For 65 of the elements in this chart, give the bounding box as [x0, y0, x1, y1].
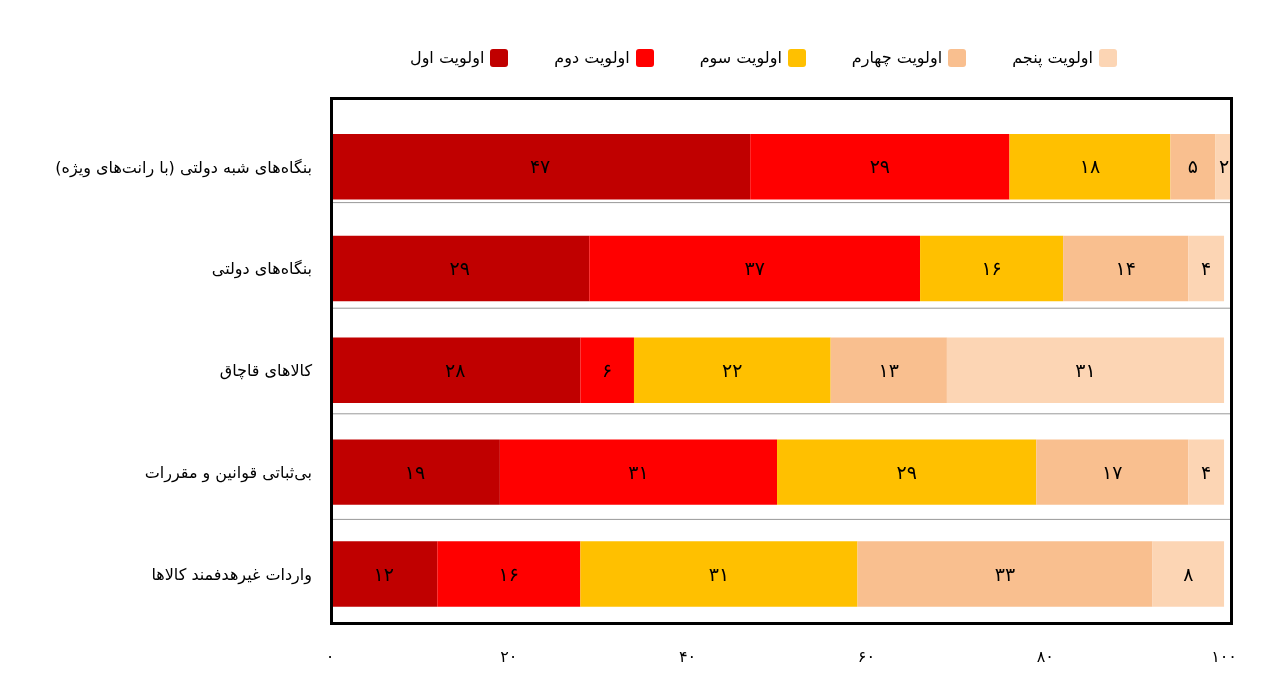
bar	[857, 541, 1153, 607]
data-label: ۱۶	[981, 257, 1002, 280]
y-tick-label: کالاهای قاچاق	[219, 361, 313, 381]
bar	[589, 235, 921, 302]
bar	[633, 337, 831, 404]
y-tick-label: واردات غیرهدفمند کالاها	[151, 564, 312, 585]
data-label: ۴۷	[529, 155, 551, 178]
data-label: ۳۱	[628, 460, 649, 483]
y-tick-label: بی‌ثباتی قوانین و مقررات	[144, 462, 312, 483]
bar	[1063, 235, 1189, 302]
bar	[437, 541, 581, 607]
data-label: ۳۳	[994, 562, 1016, 585]
x-tick-label: ۲۰	[500, 647, 518, 667]
x-tick-label: ۰	[325, 647, 335, 667]
data-label: ۱۴	[1115, 257, 1136, 280]
data-label: ۲۲	[722, 359, 743, 382]
bar	[1152, 541, 1225, 607]
bar	[830, 337, 947, 404]
data-label: ۱۸	[1079, 155, 1101, 178]
x-tick-label: ۶۰	[857, 647, 876, 667]
bar	[1036, 439, 1189, 505]
x-tick-label: ۸۰	[1036, 647, 1054, 667]
legend-label: اولویت پنجم	[1012, 48, 1093, 67]
data-label: ۴	[1201, 460, 1212, 483]
bar	[499, 439, 778, 505]
data-label: ۲۹	[896, 460, 917, 483]
bar	[580, 337, 634, 404]
data-label: ۱۷	[1102, 460, 1123, 483]
bar	[330, 541, 438, 607]
bar	[330, 235, 590, 302]
data-label: ۳۱	[708, 562, 730, 585]
bar	[330, 439, 500, 505]
bar	[777, 439, 1037, 505]
bar	[750, 134, 1010, 200]
data-label: ۲	[1218, 155, 1230, 178]
data-label: ۳۱	[1075, 359, 1096, 382]
data-label: ۴	[1201, 257, 1212, 280]
data-label: ۲۹	[449, 257, 470, 280]
data-label: ۶	[602, 359, 613, 382]
data-label: ۲۹	[869, 155, 891, 178]
x-tick-label: ۱۰۰	[1211, 647, 1237, 667]
x-tick-label: ۴۰	[679, 647, 697, 667]
data-label: ۱۹	[404, 460, 426, 483]
y-tick-label: بنگاه‌های شبه دولتی (با رانت‌های ویژه)	[55, 157, 312, 178]
legend-label: اولویت دوم	[554, 48, 630, 67]
bar	[920, 235, 1064, 302]
data-label: ۱۳	[878, 359, 899, 382]
bar	[580, 541, 858, 607]
data-label: ۸	[1183, 562, 1194, 585]
data-label: ۳۷	[744, 257, 765, 280]
bar	[1170, 134, 1216, 200]
legend-label: اولویت سوم	[699, 48, 782, 67]
data-label: ۱۶	[498, 562, 520, 585]
bar	[1188, 439, 1225, 505]
data-label: ۲۸	[444, 359, 466, 382]
data-label: ۵	[1187, 155, 1198, 178]
bar	[946, 337, 1225, 404]
legend-label: اولویت اول	[410, 48, 485, 67]
bar	[330, 337, 581, 404]
data-label: ۱۲	[373, 562, 394, 585]
bar	[1188, 235, 1225, 302]
legend-label: اولویت چهارم	[851, 48, 943, 67]
bar	[1009, 134, 1171, 200]
y-tick-label: بنگاه‌های دولتی	[211, 259, 312, 280]
bar	[330, 134, 751, 200]
